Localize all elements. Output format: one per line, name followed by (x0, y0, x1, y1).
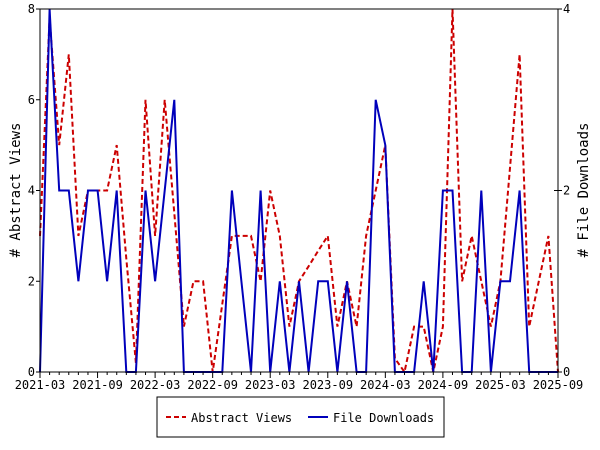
x-tick-label: 2023-03 (245, 378, 296, 392)
y-tick-label: 8 (28, 2, 35, 16)
x-tick-label: 2025-03 (475, 378, 526, 392)
x-tick-label: 2024-09 (418, 378, 469, 392)
legend-box (156, 396, 445, 438)
x-tick-label: 2023-09 (302, 378, 353, 392)
y-axis-label: # Abstract Views (8, 123, 24, 258)
y-tick-label: 0 (28, 365, 35, 379)
axis-layer: 2021-03 2021-09 2022-03 2022-09 2023-03 2023-… (15, 2, 584, 392)
y2-tick-label: 0 (563, 365, 570, 379)
x-tick-label: 2021-09 (72, 378, 123, 392)
y-tick-label: 4 (28, 184, 35, 198)
series-line-file-downloads (39, 8, 558, 373)
y-tick-label: 6 (28, 93, 35, 107)
legend: Abstract Views File Downloads (156, 396, 445, 438)
y2-axis-label: # File Downloads (576, 123, 592, 258)
x-tick-label: 2022-09 (187, 378, 238, 392)
y2-tick-label: 2 (563, 184, 570, 198)
y2-tick-label: 4 (563, 2, 570, 16)
legend-label-file-downloads: File Downloads (333, 411, 434, 425)
x-tick-label: 2025-09 (533, 378, 584, 392)
x-tick-label: 2022-03 (130, 378, 181, 392)
x-tick-label: 2024-03 (360, 378, 411, 392)
x-tick-label: 2021-03 (15, 378, 66, 392)
legend-label-abstract-views: Abstract Views (191, 411, 292, 425)
y-tick-label: 2 (28, 274, 35, 288)
series-layer (39, 8, 559, 375)
